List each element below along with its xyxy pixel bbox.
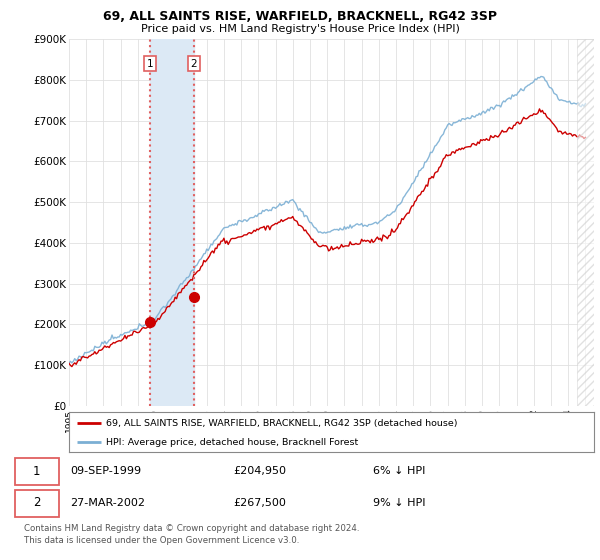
FancyBboxPatch shape: [15, 458, 59, 486]
Text: 1: 1: [146, 59, 153, 69]
Text: 6% ↓ HPI: 6% ↓ HPI: [373, 466, 425, 476]
Text: 69, ALL SAINTS RISE, WARFIELD, BRACKNELL, RG42 3SP (detached house): 69, ALL SAINTS RISE, WARFIELD, BRACKNELL…: [106, 419, 457, 428]
Text: 2: 2: [32, 496, 40, 509]
Text: Contains HM Land Registry data © Crown copyright and database right 2024.
This d: Contains HM Land Registry data © Crown c…: [24, 524, 359, 545]
Text: 9% ↓ HPI: 9% ↓ HPI: [373, 498, 425, 508]
Text: £267,500: £267,500: [233, 498, 286, 508]
Bar: [150, 39, 194, 406]
Text: 27-MAR-2002: 27-MAR-2002: [70, 498, 145, 508]
Text: HPI: Average price, detached house, Bracknell Forest: HPI: Average price, detached house, Brac…: [106, 438, 358, 447]
Text: 09-SEP-1999: 09-SEP-1999: [70, 466, 142, 476]
Text: 2: 2: [190, 59, 197, 69]
Text: 69, ALL SAINTS RISE, WARFIELD, BRACKNELL, RG42 3SP: 69, ALL SAINTS RISE, WARFIELD, BRACKNELL…: [103, 10, 497, 23]
Text: 1: 1: [32, 465, 40, 478]
FancyBboxPatch shape: [15, 490, 59, 517]
Text: £204,950: £204,950: [233, 466, 286, 476]
Text: Price paid vs. HM Land Registry's House Price Index (HPI): Price paid vs. HM Land Registry's House …: [140, 24, 460, 34]
